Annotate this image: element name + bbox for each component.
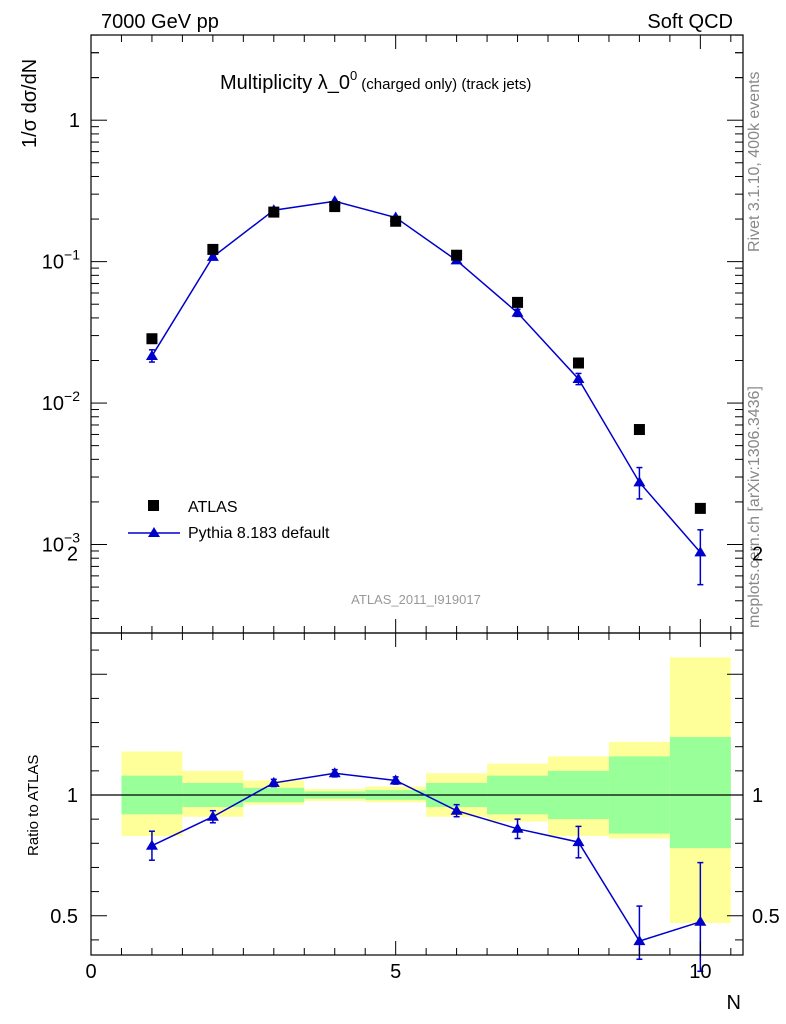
pythia-point <box>633 476 646 487</box>
main-marks <box>145 195 707 586</box>
pythia-point <box>694 546 707 557</box>
analysis-id: ATLAS_2011_I919017 <box>351 592 481 607</box>
plot-title: Multiplicity λ_00 (charged only) (track j… <box>220 68 531 94</box>
ratio-bands <box>91 657 743 923</box>
legend: ATLAS Pythia 8.183 default <box>128 499 330 542</box>
plot-title-sub: (charged only) (track jets) <box>361 76 531 93</box>
ratio-pythia-point <box>511 822 524 833</box>
ratio-y-tick-label-right: 0.5 <box>752 906 780 928</box>
main-frame <box>90 34 744 634</box>
x-tick-label: 5 <box>390 961 401 983</box>
ratio-pythia-point <box>145 839 158 850</box>
ratio-y-tick-label-right: 2 <box>752 544 763 566</box>
pythia-point <box>572 372 585 383</box>
plot-title-sup: 0 <box>350 68 357 83</box>
atlas-point <box>146 333 158 345</box>
y-tick-label: 1 <box>69 110 80 132</box>
legend-atlas-label: ATLAS <box>188 499 238 516</box>
ratio-pythia-point <box>328 767 341 778</box>
axes: 0 5 10 1 10−1 10−2 10−3 0.5 0.5 1 1 2 2 <box>42 34 780 983</box>
ratio-pythia-line <box>151 772 701 942</box>
ratio-marks <box>145 767 707 973</box>
pythia-point <box>145 350 158 361</box>
header-right: Soft QCD <box>647 11 733 33</box>
x-tick-label: 10 <box>689 961 711 983</box>
rivet-version-label: Rivet 3.1.10, 400k events <box>746 71 763 252</box>
atlas-point <box>633 424 645 436</box>
ratio-y-tick-label: 1 <box>67 785 78 807</box>
plot-title-main: Multiplicity λ_0 <box>220 72 350 94</box>
header-left: 7000 GeV pp <box>101 11 219 33</box>
atlas-point <box>572 357 584 369</box>
atlas-point <box>329 201 341 213</box>
y-tick-label: 10−3 <box>42 530 80 557</box>
ratio-y-tick-label-right: 1 <box>752 785 763 807</box>
atlas-point <box>268 206 280 218</box>
y-tick-label: 10−1 <box>42 247 80 274</box>
ratio-y-tick-label: 2 <box>67 544 78 566</box>
ratio-pythia-point <box>267 776 280 787</box>
ratio-pythia-point <box>450 804 463 815</box>
ratio-frame <box>90 632 744 956</box>
xlabel: N <box>727 992 741 1014</box>
pythia-point <box>511 306 524 317</box>
arxiv-label: mcplots.cern.ch [arXiv:1306.3436] <box>746 386 763 628</box>
y-tick-label: 10−2 <box>42 388 80 415</box>
ratio-pythia-point <box>572 836 585 847</box>
ratio-pythia-point <box>694 915 707 926</box>
legend-atlas-marker <box>148 500 159 511</box>
legend-pythia-marker <box>148 527 160 537</box>
ratio-pythia-point <box>206 810 219 821</box>
pythia-point <box>206 250 219 261</box>
atlas-point <box>512 296 524 308</box>
atlas-point <box>694 502 706 514</box>
x-tick-label: 0 <box>85 961 96 983</box>
ratio-band-inner <box>669 737 731 849</box>
legend-pythia-label: Pythia 8.183 default <box>188 525 330 542</box>
ratio-y-tick-label: 0.5 <box>50 906 78 928</box>
atlas-point <box>451 249 463 261</box>
main-ylabel: 1/σ dσ/dN <box>19 59 41 148</box>
ratio-ylabel: Ratio to ATLAS <box>25 755 42 856</box>
pythia-line <box>151 200 701 553</box>
atlas-point <box>207 243 219 255</box>
ratio-pythia-point <box>633 935 646 946</box>
atlas-point <box>390 215 402 227</box>
ratio-pythia-point <box>389 774 402 785</box>
